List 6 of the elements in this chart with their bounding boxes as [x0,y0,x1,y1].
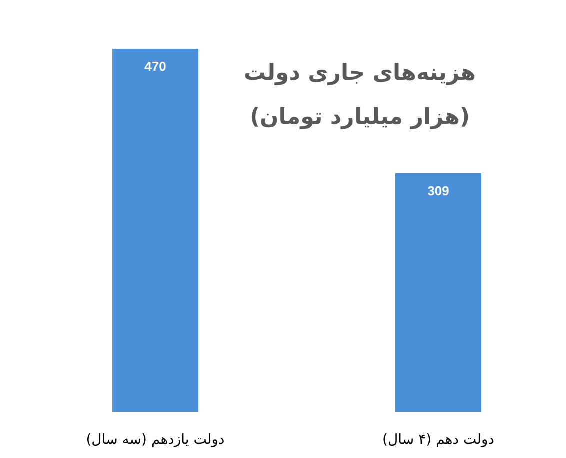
data-label: 470 [144,59,166,74]
text: (هزار میلیارد تومان) [250,105,470,130]
text: هزینه‌های جاری دولت [244,61,476,86]
data-label: 309 [428,183,450,198]
x-tick-label: دولت یازدهم (سه سال) [86,432,225,448]
x-tick-label: دولت دهم (۴ سال) [382,432,494,448]
